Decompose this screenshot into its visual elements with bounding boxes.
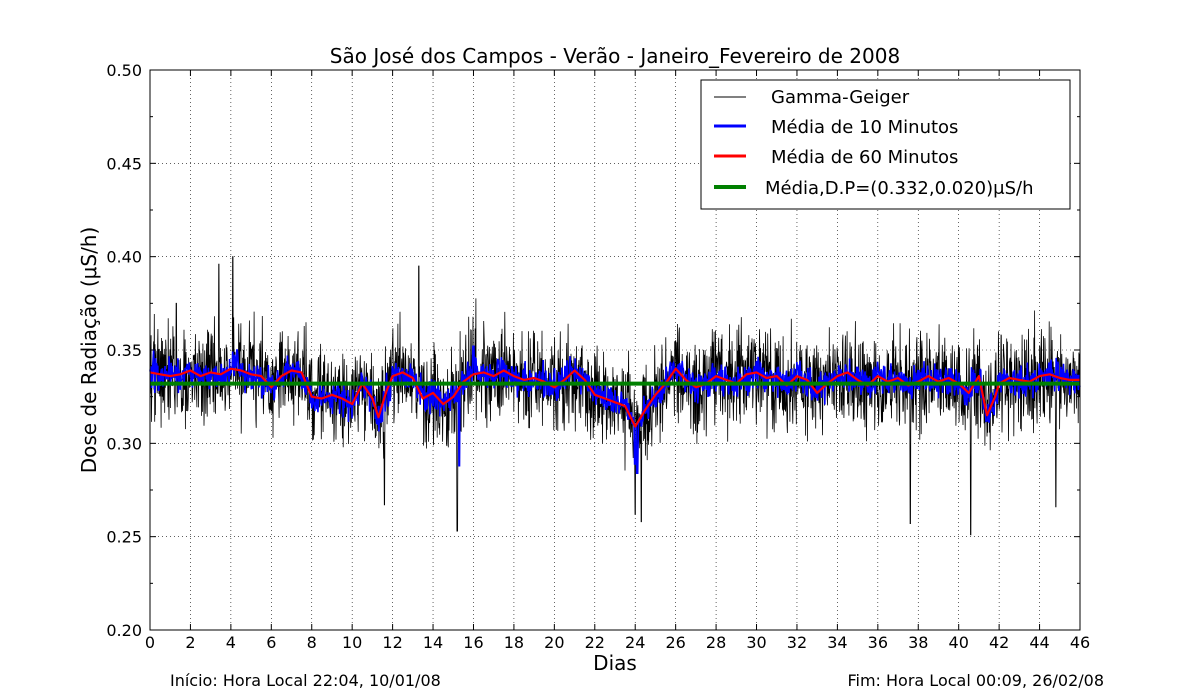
x-tick-label: 28 (706, 633, 726, 652)
x-tick-label: 30 (746, 633, 766, 652)
x-tick-label: 0 (145, 633, 155, 652)
y-tick-label: 0.45 (106, 154, 142, 173)
x-tick-label: 36 (868, 633, 888, 652)
x-tick-label: 8 (307, 633, 317, 652)
y-tick-label: 0.50 (106, 61, 142, 80)
x-tick-label: 20 (544, 633, 564, 652)
x-tick-label: 34 (827, 633, 847, 652)
y-tick-label: 0.25 (106, 528, 142, 547)
series-media-10-minutos (149, 345, 1081, 474)
x-axis-title: Dias (593, 651, 637, 675)
x-tick-label: 22 (585, 633, 605, 652)
x-tick-label: 32 (787, 633, 807, 652)
chart-title: São José dos Campos - Verão - Janeiro_Fe… (330, 44, 900, 68)
x-tick-label: 16 (463, 633, 483, 652)
legend-label-media-60-minutos: Média de 60 Minutos (771, 147, 958, 168)
series-layer (149, 256, 1081, 536)
x-tick-label: 44 (1029, 633, 1049, 652)
y-tick-label: 0.40 (106, 248, 142, 267)
x-tick-label: 26 (665, 633, 685, 652)
legend-label-media-dp: Média,D.P=(0.332,0.020)μS/h (765, 178, 1033, 199)
x-tick-label: 46 (1070, 633, 1090, 652)
footer-start-time: Início: Hora Local 22:04, 10/01/08 (170, 671, 441, 690)
legend-box (700, 79, 1071, 210)
x-tick-label: 6 (266, 633, 276, 652)
x-tick-label: 10 (342, 633, 362, 652)
x-tick-label: 18 (504, 633, 524, 652)
x-tick-label: 42 (989, 633, 1009, 652)
y-tick-label: 0.30 (106, 434, 142, 453)
footer-end-time: Fim: Hora Local 00:09, 26/02/08 (847, 671, 1104, 690)
series-media-60-minutos (149, 367, 1080, 428)
x-tick-label: 38 (908, 633, 928, 652)
ticks: 0 2 4 6 8 10 12 14 16 18 20 22 24 26 28 30 32 34 36 38 40 42 4… (106, 61, 1090, 652)
series-gamma-geiger (149, 256, 1081, 536)
x-tick-label: 2 (185, 633, 195, 652)
legend-label-gamma-geiger: Gamma-Geiger (771, 87, 910, 108)
y-tick-label: 0.35 (106, 341, 142, 360)
x-tick-label: 12 (382, 633, 402, 652)
x-tick-label: 14 (423, 633, 443, 652)
x-tick-label: 4 (226, 633, 236, 652)
x-tick-label: 24 (625, 633, 645, 652)
y-axis-title: Dose de Radiação (μS/h) (77, 227, 101, 474)
legend: Gamma-Geiger Média de 10 Minutos Média d… (700, 79, 1071, 210)
x-tick-label: 40 (949, 633, 969, 652)
y-tick-label: 0.20 (106, 621, 142, 640)
legend-label-media-10-minutos: Média de 10 Minutos (771, 117, 958, 138)
